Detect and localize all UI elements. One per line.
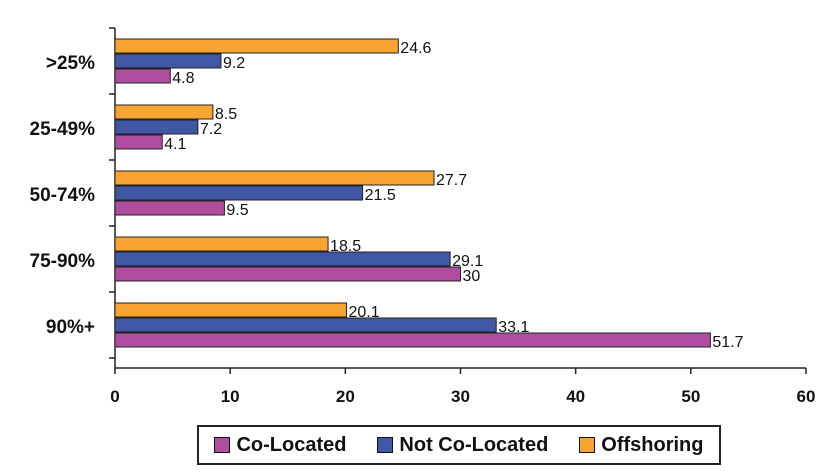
bar bbox=[114, 266, 461, 282]
legend-item-not-co-located: Not Co-Located bbox=[377, 434, 548, 457]
data-label: 21.5 bbox=[365, 187, 396, 204]
bar bbox=[114, 68, 171, 84]
data-label: 7.2 bbox=[200, 121, 222, 138]
data-label: 33.1 bbox=[498, 319, 529, 336]
bar bbox=[114, 332, 711, 348]
x-tick-label: 60 bbox=[797, 387, 816, 406]
bar bbox=[114, 302, 347, 318]
x-tick-label: 10 bbox=[221, 387, 240, 406]
x-tick-label: 40 bbox=[566, 387, 585, 406]
x-tick-label: 20 bbox=[336, 387, 355, 406]
data-label: 9.2 bbox=[223, 55, 245, 72]
bar bbox=[114, 251, 451, 267]
legend-swatch-offshoring bbox=[579, 437, 596, 453]
data-label: 30 bbox=[463, 268, 481, 285]
legend-label-offshoring: Offshoring bbox=[601, 433, 704, 456]
legend-label-co-located: Co-Located bbox=[236, 433, 347, 456]
bar bbox=[114, 317, 497, 333]
category-label: 90%+ bbox=[46, 317, 95, 338]
bar bbox=[114, 119, 199, 135]
x-tick-label: 50 bbox=[681, 387, 700, 406]
chart-legend: Co-Located Not Co-Located Offshoring bbox=[197, 425, 721, 465]
data-label: 4.8 bbox=[172, 70, 194, 87]
data-label: 27.7 bbox=[436, 172, 467, 189]
legend-label-not-co-located: Not Co-Located bbox=[399, 433, 549, 456]
legend-swatch-co-located bbox=[214, 437, 231, 453]
data-label: 4.1 bbox=[164, 136, 186, 153]
legend-item-offshoring: Offshoring bbox=[579, 434, 703, 457]
bar bbox=[114, 38, 399, 54]
bar bbox=[114, 170, 435, 186]
data-label: 20.1 bbox=[348, 304, 379, 321]
x-tick-label: 0 bbox=[110, 387, 119, 406]
category-label: 50-74% bbox=[30, 185, 96, 206]
data-label: 51.7 bbox=[712, 334, 743, 351]
bar bbox=[114, 185, 364, 201]
bar bbox=[114, 236, 329, 252]
data-label: 24.6 bbox=[400, 40, 431, 57]
bar bbox=[114, 200, 225, 216]
data-label: 8.5 bbox=[215, 106, 237, 123]
bar bbox=[114, 134, 163, 150]
legend-item-co-located: Co-Located bbox=[214, 434, 346, 457]
bar-chart: 0 10 20 30 40 50 60 >25% 24.6 9.2 4.8 25-49% 8.57.2 4… bbox=[30, 27, 816, 406]
legend-swatch-not-co-located bbox=[377, 437, 394, 453]
data-label: 18.5 bbox=[330, 238, 361, 255]
bar bbox=[114, 104, 214, 120]
x-tick-label: 30 bbox=[451, 387, 470, 406]
data-label: 9.5 bbox=[226, 202, 248, 219]
data-label: 29.1 bbox=[452, 253, 483, 270]
category-label: >25% bbox=[46, 53, 95, 74]
bar bbox=[114, 53, 222, 69]
category-label: 25-49% bbox=[30, 119, 96, 140]
category-label: 75-90% bbox=[30, 251, 96, 272]
